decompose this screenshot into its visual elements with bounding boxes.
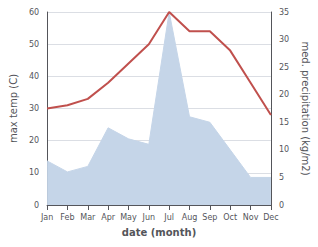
svg-text:50: 50	[29, 40, 39, 49]
svg-text:35: 35	[279, 8, 289, 17]
svg-text:Nov: Nov	[243, 213, 259, 222]
svg-text:Jun: Jun	[142, 213, 156, 222]
svg-text:30: 30	[279, 35, 289, 44]
svg-text:Mar: Mar	[80, 213, 96, 222]
svg-text:Aug: Aug	[182, 213, 198, 222]
svg-text:max temp (C): max temp (C)	[8, 74, 19, 143]
svg-text:0: 0	[34, 201, 39, 210]
svg-text:date (month): date (month)	[122, 227, 196, 238]
svg-text:10: 10	[29, 168, 39, 177]
svg-text:Jul: Jul	[163, 213, 174, 222]
svg-text:Apr: Apr	[101, 213, 116, 222]
svg-text:20: 20	[29, 136, 39, 145]
svg-text:40: 40	[29, 72, 39, 81]
svg-text:Jan: Jan	[40, 213, 53, 222]
svg-text:Sep: Sep	[202, 213, 217, 222]
svg-text:Feb: Feb	[60, 213, 74, 222]
svg-text:25: 25	[279, 63, 289, 72]
svg-text:60: 60	[29, 8, 39, 17]
svg-text:0: 0	[279, 201, 284, 210]
svg-text:med. precipitation (kg/m2): med. precipitation (kg/m2)	[300, 41, 311, 175]
svg-text:May: May	[120, 213, 137, 222]
svg-text:20: 20	[279, 90, 289, 99]
svg-text:Oct: Oct	[223, 213, 237, 222]
svg-text:5: 5	[279, 173, 284, 182]
svg-text:15: 15	[279, 118, 289, 127]
svg-text:30: 30	[29, 104, 39, 113]
svg-text:10: 10	[279, 145, 289, 154]
svg-text:Dec: Dec	[263, 213, 278, 222]
